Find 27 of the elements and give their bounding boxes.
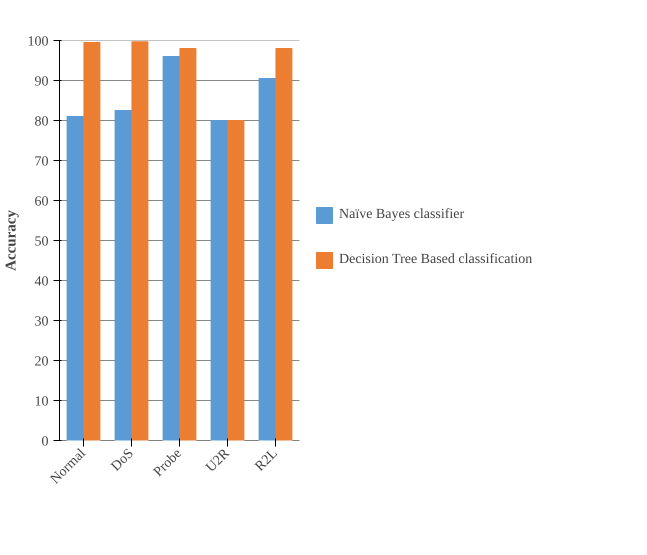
x-tick-label: R2L [252, 446, 281, 474]
y-tick-label: 80 [34, 114, 48, 130]
y-tick-label: 90 [34, 74, 48, 90]
bar [275, 48, 292, 440]
bar [162, 56, 180, 440]
y-tick-label: 40 [34, 274, 48, 290]
y-tick-label: 0 [42, 434, 48, 450]
bar [227, 120, 244, 440]
y-tick-label: 50 [34, 234, 48, 250]
y-tick-label: 100 [28, 34, 48, 50]
bar [258, 78, 276, 440]
y-axis-title: Accuracy [4, 210, 20, 271]
bar [83, 42, 100, 440]
x-tick-label: U2R [203, 446, 234, 476]
y-tick-label: 60 [34, 194, 48, 210]
y-tick-label: 30 [34, 314, 48, 330]
legend-label: Naïve Bayes classifier [339, 207, 464, 223]
bar [179, 48, 196, 440]
x-tick-label: DoS [108, 446, 137, 474]
y-tick-label: 20 [34, 354, 48, 370]
bar [131, 41, 148, 440]
bar [210, 120, 228, 440]
y-tick-label: 10 [34, 394, 48, 410]
y-tick-label: 70 [34, 154, 48, 170]
legend-label: Decision Tree Based classification [339, 252, 532, 268]
bar [114, 110, 132, 440]
bar [66, 116, 84, 440]
